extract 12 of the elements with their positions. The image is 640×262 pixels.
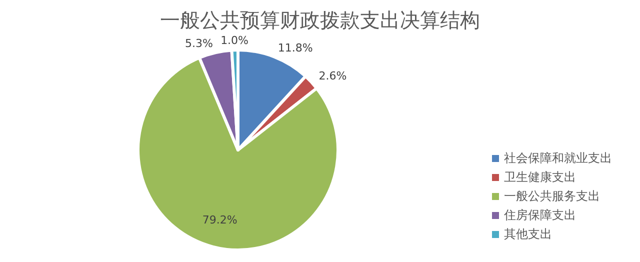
legend-item: 卫生健康支出 [492, 170, 576, 184]
data-label: 11.8% [278, 41, 313, 54]
data-label: 5.3% [185, 36, 213, 50]
legend-item: 其他支出 [492, 227, 552, 241]
data-label: 1.0% [220, 34, 249, 48]
legend-item: 一般公共服务支出 [492, 189, 600, 203]
data-label: 79.2% [202, 214, 238, 227]
legend-item: 社会保障和就业支出 [492, 151, 612, 165]
chart-title: 一般公共预算财政拨款支出决算结构 [160, 8, 480, 32]
legend-label: 其他支出 [504, 227, 552, 241]
data-label: 2.6% [318, 69, 347, 82]
legend-item: 住房保障支出 [492, 208, 576, 222]
